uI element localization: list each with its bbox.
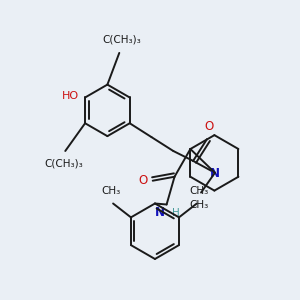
Text: H: H: [172, 208, 179, 218]
Text: HO: HO: [62, 91, 79, 100]
Text: N: N: [210, 167, 220, 180]
Text: CH₃: CH₃: [101, 186, 121, 196]
Text: N: N: [154, 206, 165, 220]
Text: CH₃: CH₃: [189, 186, 208, 196]
Text: CH₃: CH₃: [189, 200, 209, 209]
Text: C(CH₃)₃: C(CH₃)₃: [44, 159, 83, 169]
Text: C(CH₃)₃: C(CH₃)₃: [102, 35, 141, 45]
Text: O: O: [204, 120, 214, 133]
Text: O: O: [139, 174, 148, 187]
